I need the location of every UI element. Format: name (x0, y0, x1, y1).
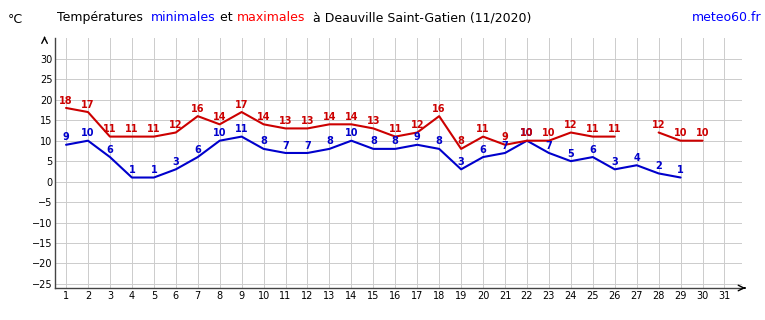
Text: 10: 10 (542, 128, 555, 138)
Text: 14: 14 (213, 112, 226, 122)
Text: 10: 10 (696, 128, 709, 138)
Text: 7: 7 (502, 140, 509, 150)
Text: meteo60.fr: meteo60.fr (692, 11, 761, 24)
Text: 8: 8 (392, 136, 399, 147)
Text: °C: °C (8, 13, 23, 26)
Text: 10: 10 (81, 128, 95, 138)
Text: 11: 11 (586, 124, 600, 134)
Text: 12: 12 (564, 120, 578, 130)
Text: et: et (216, 11, 236, 24)
Text: 7: 7 (545, 140, 552, 150)
Text: 13: 13 (366, 116, 380, 126)
Text: 11: 11 (235, 124, 249, 134)
Text: 10: 10 (520, 128, 534, 138)
Text: 18: 18 (59, 95, 73, 106)
Text: 3: 3 (611, 157, 618, 167)
Text: 1: 1 (677, 165, 684, 175)
Text: 9: 9 (414, 132, 421, 142)
Text: 6: 6 (106, 145, 113, 155)
Text: 8: 8 (260, 136, 267, 147)
Text: 11: 11 (103, 124, 117, 134)
Text: 6: 6 (480, 145, 487, 155)
Text: 11: 11 (477, 124, 490, 134)
Text: 14: 14 (257, 112, 270, 122)
Text: 6: 6 (589, 145, 596, 155)
Text: 8: 8 (436, 136, 443, 147)
Text: 11: 11 (147, 124, 161, 134)
Text: 11: 11 (125, 124, 138, 134)
Text: 13: 13 (278, 116, 292, 126)
Text: 14: 14 (323, 112, 336, 122)
Text: 10: 10 (344, 128, 358, 138)
Text: 10: 10 (674, 128, 687, 138)
Text: 7: 7 (282, 140, 289, 150)
Text: 2: 2 (656, 161, 662, 171)
Text: 8: 8 (370, 136, 376, 147)
Text: 16: 16 (432, 104, 446, 114)
Text: 9: 9 (502, 132, 509, 142)
Text: 6: 6 (194, 145, 201, 155)
Text: 12: 12 (411, 120, 424, 130)
Text: 1: 1 (151, 165, 158, 175)
Text: 7: 7 (304, 140, 311, 150)
Text: maximales: maximales (236, 11, 305, 24)
Text: 1: 1 (129, 165, 135, 175)
Text: 17: 17 (81, 100, 95, 109)
Text: 3: 3 (172, 157, 179, 167)
Text: 11: 11 (389, 124, 402, 134)
Text: 8: 8 (457, 136, 464, 147)
Text: 10: 10 (213, 128, 226, 138)
Text: 14: 14 (344, 112, 358, 122)
Text: 9: 9 (63, 132, 70, 142)
Text: minimales: minimales (151, 11, 216, 24)
Text: 4: 4 (633, 153, 640, 163)
Text: 11: 11 (608, 124, 621, 134)
Text: 17: 17 (235, 100, 249, 109)
Text: 12: 12 (169, 120, 183, 130)
Text: 10: 10 (520, 128, 534, 138)
Text: 5: 5 (568, 149, 575, 159)
Text: à Deauville Saint-Gatien (11/2020): à Deauville Saint-Gatien (11/2020) (305, 11, 531, 24)
Text: 16: 16 (191, 104, 204, 114)
Text: 3: 3 (457, 157, 464, 167)
Text: 13: 13 (301, 116, 314, 126)
Text: 8: 8 (326, 136, 333, 147)
Text: Températures: Températures (57, 11, 151, 24)
Text: 12: 12 (652, 120, 666, 130)
